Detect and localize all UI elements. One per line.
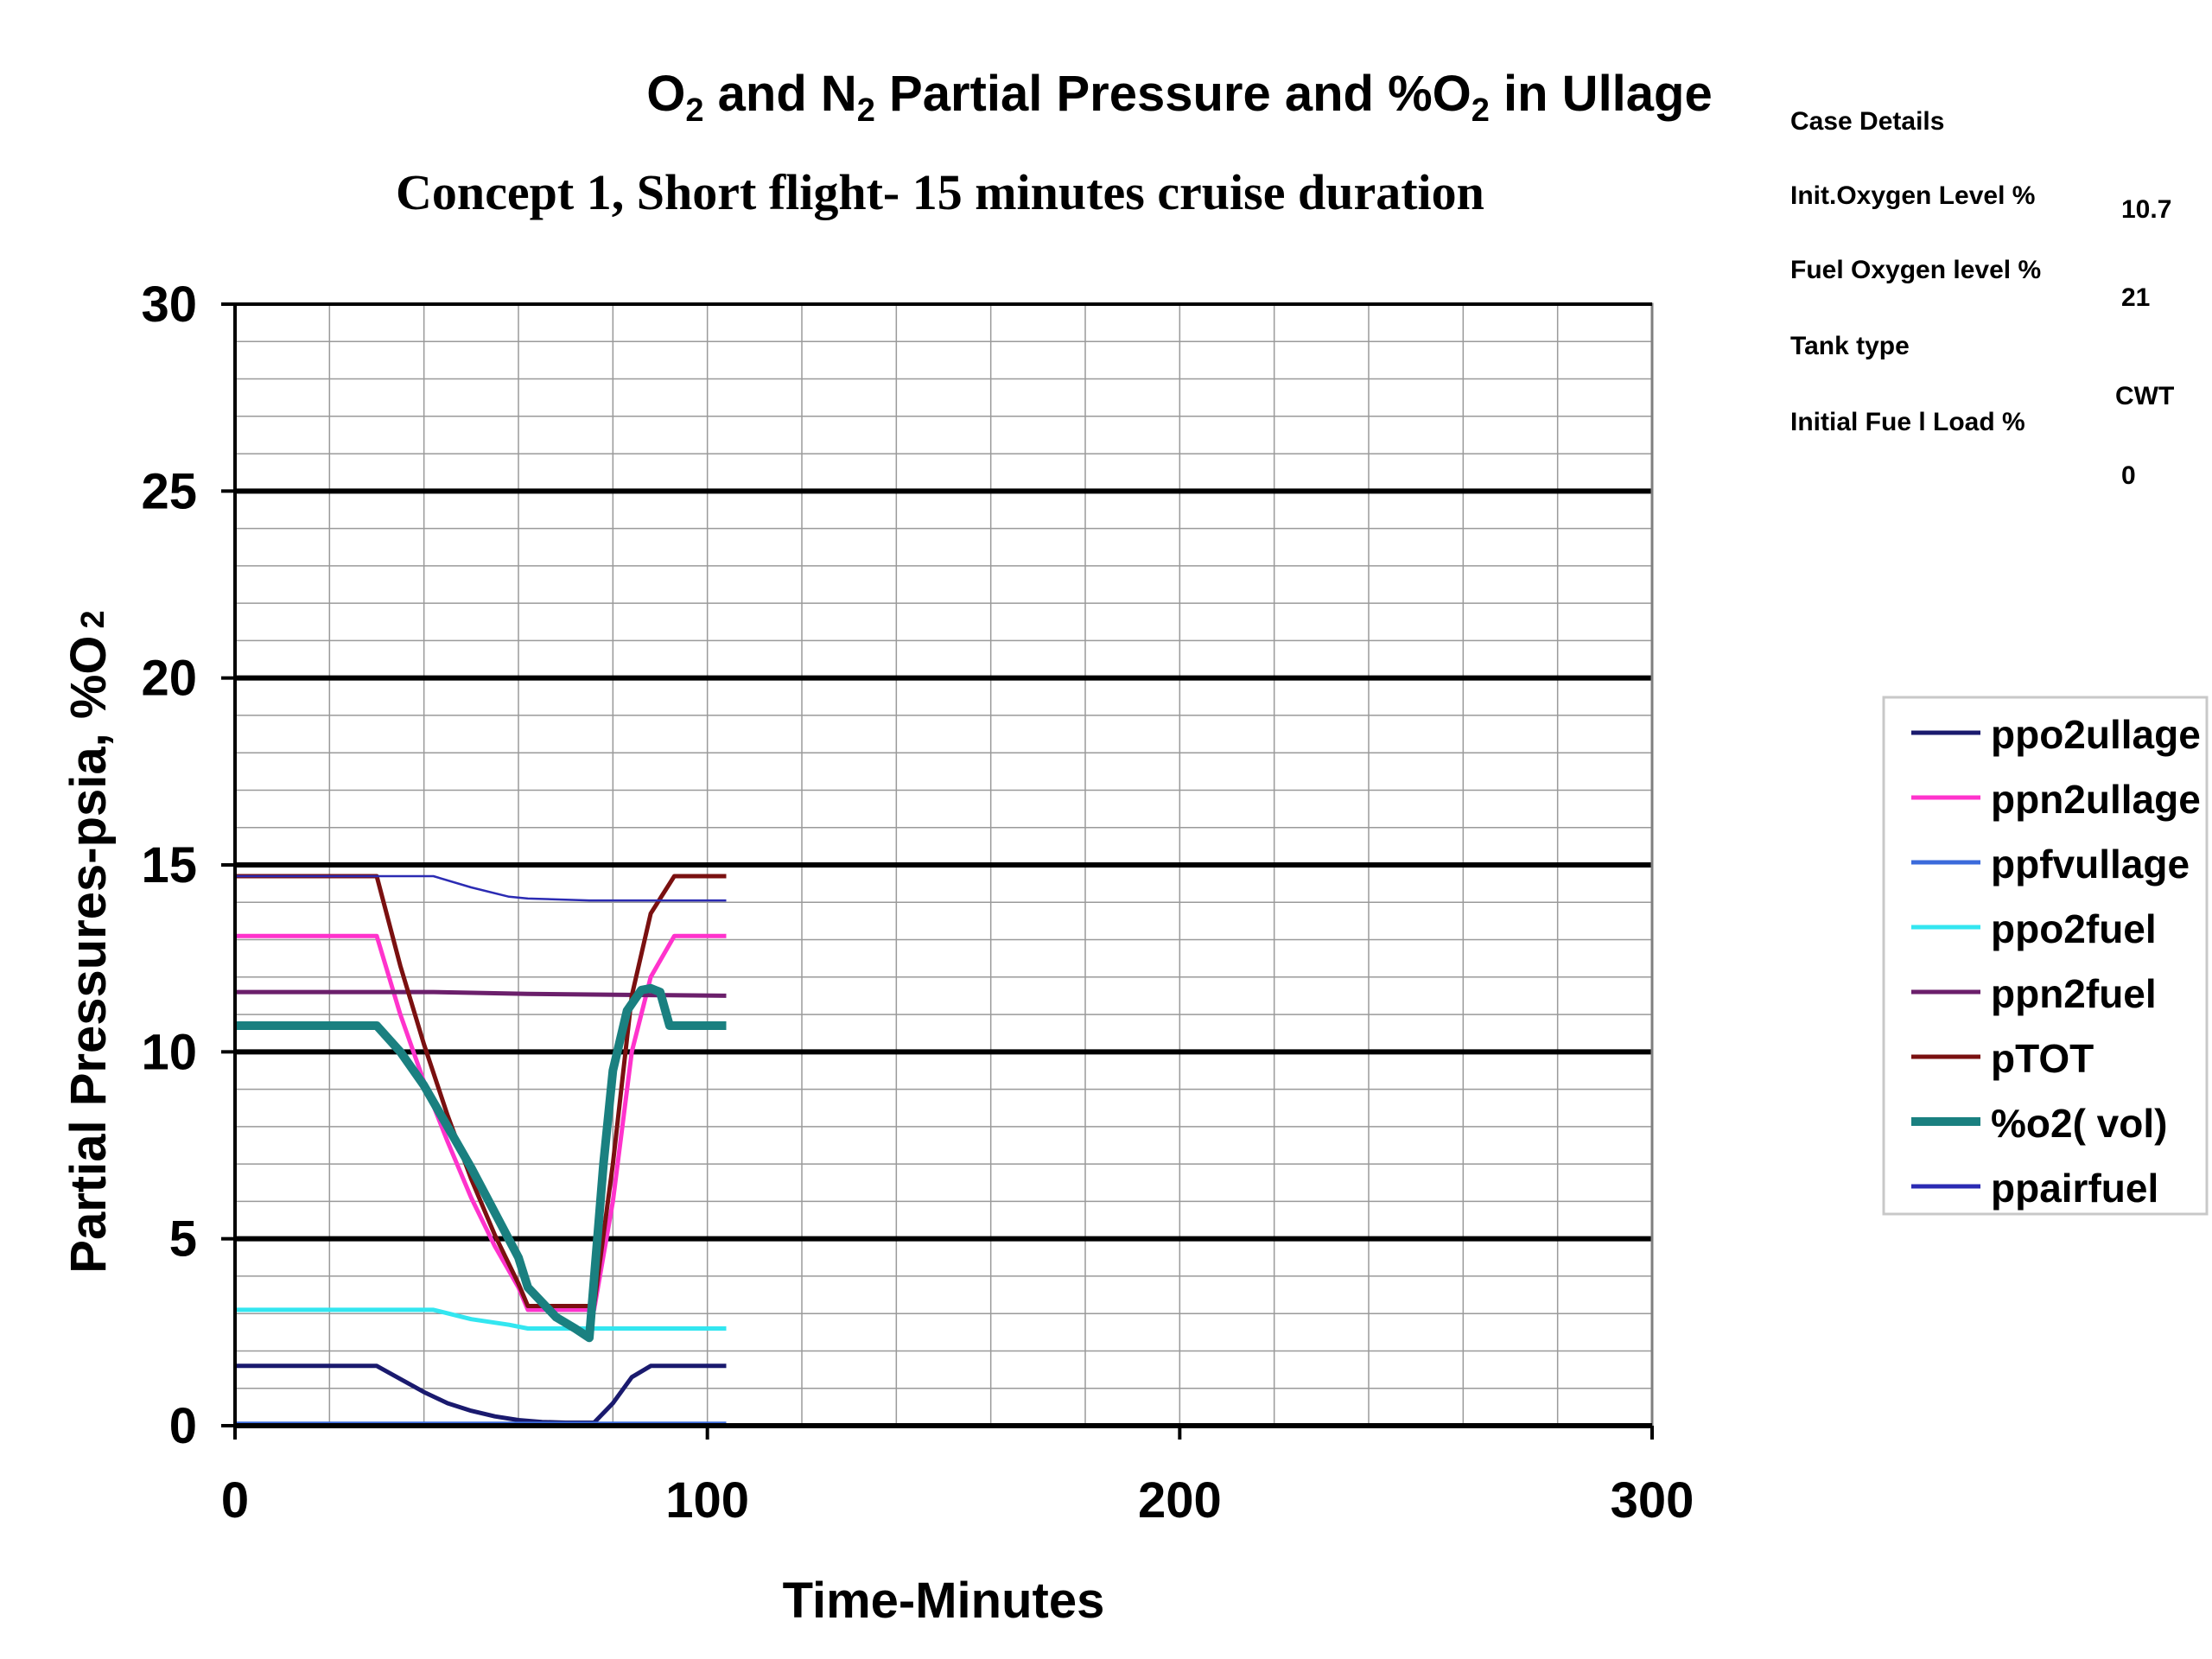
legend-box	[1882, 696, 2209, 1216]
series-line-ppo2ullage	[235, 1363, 727, 1425]
y-tick-label: 25	[141, 463, 197, 519]
y-axis-label-subscript: 2	[75, 610, 111, 628]
y-axis-label: Partial Pressures-psia, %O 2	[60, 610, 117, 1273]
series-line-ptot	[235, 874, 727, 1308]
case-detail-label-tank-type: Tank type	[1790, 332, 1910, 360]
case-detail-label-fuel-oxygen: Fuel Oxygen level %	[1790, 256, 2041, 284]
case-details-panel: Case Details Init.Oxygen Level % 10.7 Fu…	[1790, 107, 2174, 490]
legend-label: ppn2fuel	[1991, 971, 2157, 1016]
chart-title-subscript: 2	[685, 92, 703, 129]
chart-title: O2 and N2 Partial Pressure and %O2 in Ul…	[646, 66, 1712, 129]
series-line-ppo2fuel	[235, 1307, 727, 1331]
x-tick-label: 0	[221, 1472, 249, 1529]
legend-label: ppo2ullage	[1991, 712, 2201, 757]
chart-title-part: Partial Pressure and %O	[875, 66, 1471, 122]
series-line-ppairfuel	[235, 874, 727, 902]
series-line-ppn2fuel	[235, 989, 727, 998]
legend-label: ppo2fuel	[1991, 906, 2157, 951]
y-tick-label: 10	[141, 1024, 197, 1080]
y-tick-label: 15	[141, 837, 197, 893]
legend-label: ppn2ullage	[1991, 777, 2201, 822]
chart-title-part: O	[646, 66, 685, 122]
grid	[234, 304, 1653, 1426]
x-axis-label: Time-Minutes	[783, 1573, 1105, 1629]
chart-title-subscript: 2	[857, 92, 875, 129]
case-detail-value-fuel-load: 0	[2121, 461, 2136, 490]
chart-title-subscript: 2	[1471, 92, 1490, 129]
legend-label: ppairfuel	[1991, 1166, 2158, 1211]
x-tick-label: 100	[665, 1472, 749, 1529]
chart-title-part: and N	[704, 66, 857, 122]
y-tick-label: 5	[169, 1211, 197, 1268]
legend-label: ppfvullage	[1991, 842, 2190, 887]
case-details-heading: Case Details	[1790, 107, 1944, 136]
case-detail-label-fuel-load: Initial Fue l Load %	[1790, 408, 2025, 436]
legend: ppo2ullage ppn2ullage ppfvullage ppo2fuel pp…	[1882, 696, 2209, 1216]
series-line--o2-vol-	[235, 983, 727, 1343]
legend-label: %o2( vol)	[1991, 1101, 2167, 1146]
case-detail-value-tank-type: CWT	[2115, 382, 2174, 410]
y-tick-label: 20	[141, 651, 197, 707]
case-detail-value-init-oxygen: 10.7	[2121, 195, 2171, 224]
chart-subtitle: Concept 1, Short flight- 15 minutes crui…	[396, 164, 1484, 220]
y-tick-label: 30	[141, 276, 197, 333]
legend-label: pTOT	[1991, 1036, 2094, 1081]
case-detail-label-init-oxygen: Init.Oxygen Level %	[1790, 181, 2035, 210]
x-tick-label: 300	[1611, 1472, 1694, 1529]
y-axis-label-main: Partial Pressures-psia, %O	[60, 635, 117, 1273]
chart-title-part: in Ullage	[1490, 66, 1713, 122]
y-tick-label: 0	[169, 1398, 197, 1454]
series-lines	[235, 874, 727, 1427]
x-tick-label: 200	[1138, 1472, 1222, 1529]
case-detail-value-fuel-oxygen: 21	[2121, 283, 2150, 312]
